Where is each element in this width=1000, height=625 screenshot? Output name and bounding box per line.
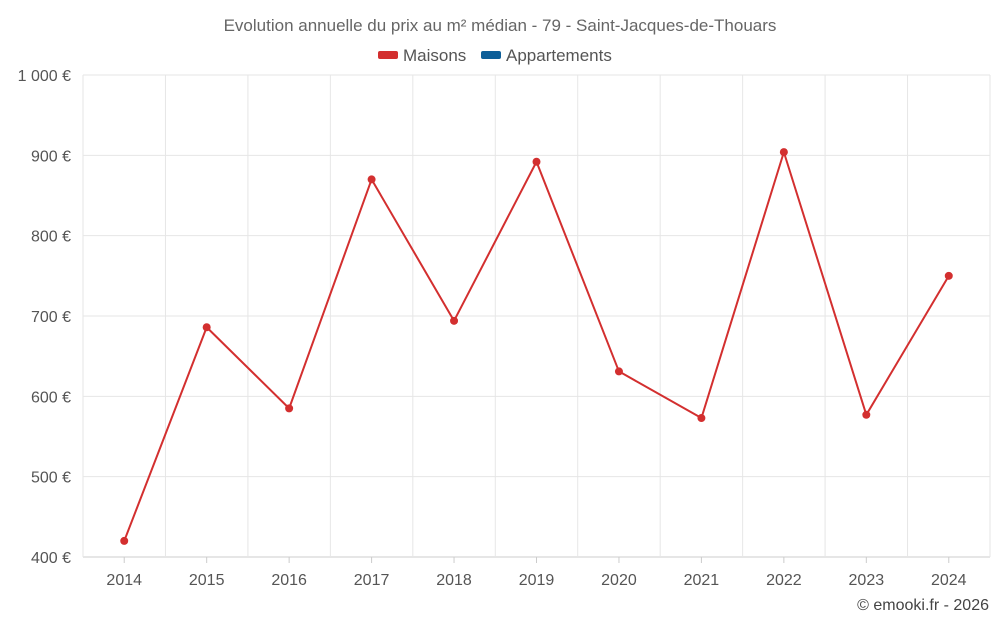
data-point-2018[interactable] <box>450 316 459 325</box>
data-point-2023[interactable] <box>862 410 871 419</box>
y-tick-label: 1 000 € <box>18 68 71 85</box>
data-point-2016[interactable] <box>285 404 294 413</box>
x-tick-label: 2015 <box>189 572 225 589</box>
x-tick-label: 2016 <box>271 572 307 589</box>
y-tick-label: 800 € <box>31 229 71 246</box>
data-point-2021[interactable] <box>697 414 706 423</box>
x-tick-label: 2017 <box>354 572 390 589</box>
chart-title: Evolution annuelle du prix au m² médian … <box>224 16 777 35</box>
legend-label-maisons: Maisons <box>403 46 466 65</box>
x-tick-label: 2019 <box>519 572 555 589</box>
series-maisons <box>120 148 953 545</box>
y-tick-label: 400 € <box>31 550 71 567</box>
y-tick-label: 600 € <box>31 389 71 406</box>
data-point-2014[interactable] <box>120 536 129 545</box>
data-point-2015[interactable] <box>202 323 211 332</box>
legend: Maisons Appartements <box>378 46 612 65</box>
x-axis: 2014 2015 2016 2017 2018 2019 2020 2021 2022 2023… <box>106 557 967 589</box>
x-tick-label: 2020 <box>601 572 637 589</box>
y-tick-label: 700 € <box>31 309 71 326</box>
y-tick-label: 900 € <box>31 148 71 165</box>
legend-swatch-maisons <box>378 51 398 59</box>
data-point-2017[interactable] <box>367 175 376 184</box>
x-tick-label: 2024 <box>931 572 967 589</box>
x-tick-label: 2021 <box>684 572 720 589</box>
legend-item-maisons[interactable]: Maisons <box>378 46 466 65</box>
grid <box>82 74 991 558</box>
x-tick-label: 2014 <box>106 572 142 589</box>
x-tick-label: 2023 <box>849 572 885 589</box>
data-point-2022[interactable] <box>779 148 788 157</box>
data-point-2024[interactable] <box>944 271 953 280</box>
legend-swatch-appartements <box>481 51 501 59</box>
x-tick-label: 2018 <box>436 572 472 589</box>
x-tick-label: 2022 <box>766 572 802 589</box>
legend-label-appartements: Appartements <box>506 46 612 65</box>
y-tick-label: 500 € <box>31 470 71 487</box>
y-axis: 400 € 500 € 600 € 700 € 800 € 900 € 1 000 € <box>18 68 71 567</box>
credit-text: © emooki.fr - 2026 <box>857 597 989 614</box>
data-point-2020[interactable] <box>614 367 623 376</box>
data-point-2019[interactable] <box>532 157 541 166</box>
legend-item-appartements[interactable]: Appartements <box>481 46 612 65</box>
